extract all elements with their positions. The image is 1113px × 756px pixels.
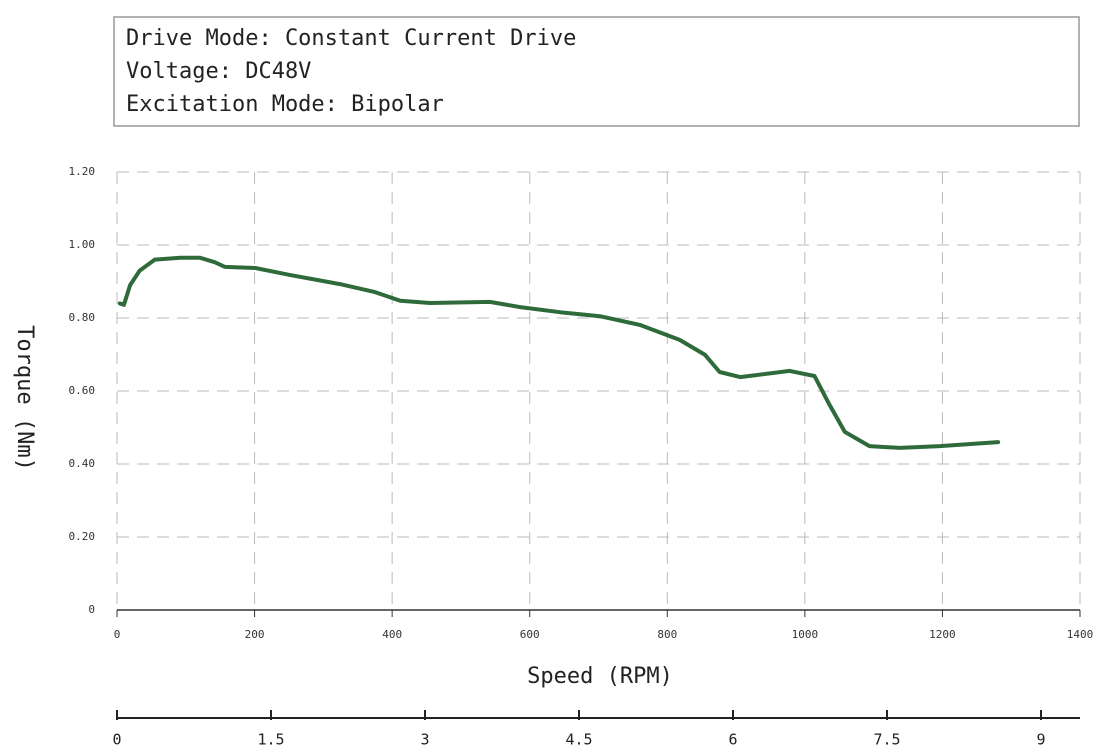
y-axis-label: Torque (Nm) (12, 325, 37, 471)
x2-tick-label: 6 (728, 731, 737, 749)
x-tick-label: 0 (114, 628, 121, 641)
x-axis-label: Speed (RPM) (527, 664, 673, 689)
x-tick-label: 1400 (1067, 628, 1094, 641)
x-tick-label: 1200 (929, 628, 956, 641)
x-tick-label: 200 (245, 628, 265, 641)
info-box (113, 16, 1080, 127)
torque-line (117, 255, 1001, 450)
y-tick-label: 1.00 (69, 238, 96, 251)
x2-tick-label: 1.5 (257, 731, 284, 749)
y-tick-label: 0 (88, 603, 95, 616)
x-tick-label: 800 (657, 628, 677, 641)
y-tick-label: 1.20 (69, 165, 96, 178)
y-tick-label: 0.60 (69, 384, 96, 397)
x2-tick-label: 4.5 (565, 731, 592, 749)
info-line: Voltage: DC48V (126, 59, 311, 84)
x-tick-label: 1000 (792, 628, 819, 641)
y-tick-label: 0.80 (69, 311, 96, 324)
x-tick-label: 400 (382, 628, 402, 641)
x2-tick-label: 9 (1036, 731, 1045, 749)
y-tick-label: 0.20 (69, 530, 96, 543)
x2-tick-label: 7.5 (873, 731, 900, 749)
info-line: Excitation Mode: Bipolar (126, 92, 444, 117)
x-tick-label: 600 (520, 628, 540, 641)
y-tick-label: 0.40 (69, 457, 96, 470)
x2-tick-label: 0 (112, 731, 121, 749)
info-line: Drive Mode: Constant Current Drive (126, 26, 576, 51)
x2-tick-label: 3 (420, 731, 429, 749)
